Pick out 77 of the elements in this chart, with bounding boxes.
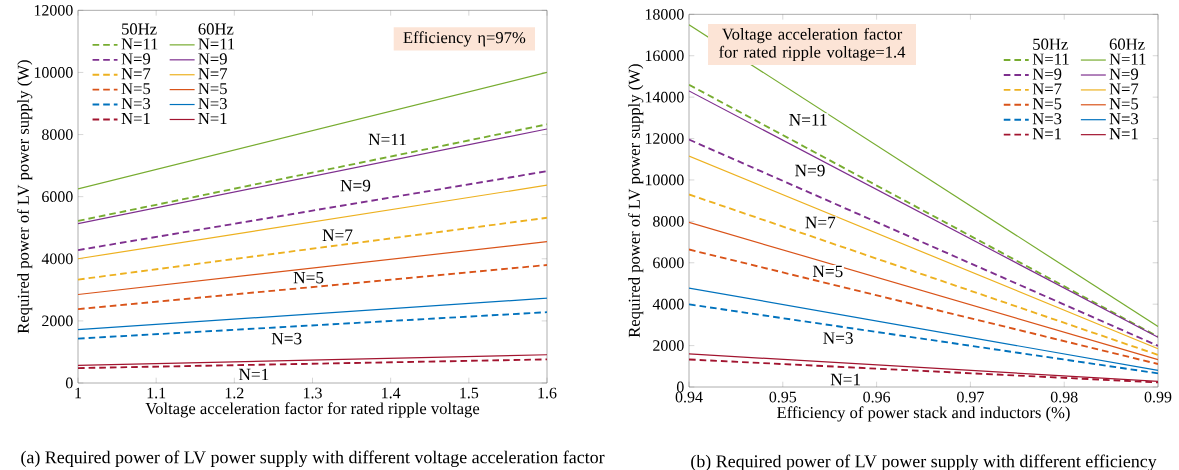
y-tick-label: 2000 (42, 315, 73, 327)
legend-label: N=5 (198, 83, 227, 95)
x-axis-title: Efficiency of power stack and inductors (%) (777, 406, 1070, 422)
y-tick-label: 8000 (42, 129, 73, 140)
annotation: N=9 (795, 164, 825, 177)
y-tick-label: 10000 (645, 174, 684, 186)
annotation: N=1 (238, 368, 269, 381)
legend-label: N=9 (121, 53, 151, 65)
x-tick-label: 1.5 (460, 387, 479, 399)
legend-label: N=11 (1032, 53, 1069, 65)
legend-label: N=5 (1032, 98, 1062, 110)
y-tick-label: 18000 (645, 8, 684, 20)
x-tick-label: 0.98 (1050, 391, 1078, 403)
y-axis-title: Required power of LV power supply (W) (17, 60, 33, 334)
y-tick-label: 4000 (41, 253, 73, 265)
x-tick-label: 0.94 (675, 391, 703, 403)
y-axis-title: Required power of LV power supply (W) (628, 64, 644, 338)
x-axis-title: Voltage acceleration factor for rated ripple voltage (145, 402, 480, 418)
y-tick-label: 6000 (42, 191, 73, 203)
y-tick-label: 8000 (653, 215, 684, 227)
legend-label: N=7 (198, 68, 228, 80)
legend-label: N=3 (198, 98, 227, 110)
legend-label: N=1 (121, 113, 150, 124)
legend-label: N=5 (1109, 98, 1139, 110)
legend-label: N=7 (121, 68, 151, 80)
annotation: N=11 (789, 114, 827, 126)
y-tick-label: 14000 (645, 91, 684, 103)
legend-label: N=11 (1109, 53, 1146, 65)
annotation: 50Hz (1033, 38, 1068, 50)
text: (a) Required power of LV power supply with different voltage acceleration factor (21, 450, 605, 468)
annotation: N=3 (271, 332, 302, 345)
legend-label: N=3 (121, 98, 151, 110)
annotation: N=9 (340, 179, 371, 192)
annotation: N=5 (812, 265, 843, 278)
legend-label: N=3 (1032, 113, 1062, 125)
legend-label: N=3 (1109, 113, 1139, 125)
y-tick-label: 6000 (653, 257, 684, 269)
y-tick-label: 16000 (645, 50, 684, 62)
legend-label: N=11 (198, 38, 235, 50)
legend-label: N=9 (1109, 68, 1139, 80)
annotation: N=7 (805, 216, 836, 229)
y-tick-label: 10000 (34, 67, 73, 78)
annotation: N=7 (322, 229, 353, 241)
y-tick-label: 2000 (653, 340, 684, 351)
legend-label: N=5 (121, 83, 151, 95)
legend-label: N=7 (1032, 83, 1062, 95)
legend-label: N=7 (1109, 83, 1139, 95)
y-tick-label: 0 (676, 381, 684, 393)
annotation: 60Hz (198, 23, 234, 35)
legend-label: N=1 (198, 113, 227, 124)
annotation: 50Hz (122, 23, 157, 35)
legend-label: N=9 (1032, 68, 1062, 80)
annotation: Efficiency η=97% (403, 31, 526, 47)
x-tick-label: 1.1 (147, 387, 166, 399)
y-tick-label: 12000 (645, 133, 684, 144)
y-tick-label: 12000 (34, 4, 73, 16)
x-tick-label: 1.4 (382, 387, 401, 399)
legend-label: N=11 (121, 38, 158, 50)
annotation: N=1 (830, 373, 861, 386)
annotation: N=3 (823, 332, 853, 344)
y-tick-label: 0 (65, 377, 73, 389)
x-tick-label: 0.99 (1144, 391, 1172, 403)
x-tick-label: 0.96 (863, 391, 891, 403)
x-tick-label: 1.3 (303, 387, 322, 399)
annotation: Voltage acceleration factor for rated ripple voltage=1.4 (719, 27, 906, 62)
x-tick-label: 0.95 (769, 391, 797, 403)
annotation: N=11 (368, 133, 406, 146)
x-tick-label: 1 (75, 387, 82, 399)
y-tick-label: 4000 (652, 298, 684, 310)
legend-label: N=9 (198, 53, 227, 65)
x-tick-label: 1.2 (225, 387, 244, 399)
x-tick-label: 1.6 (538, 387, 557, 399)
x-tick-label: 0.97 (957, 391, 984, 403)
annotation: N=5 (293, 271, 324, 284)
annotation: 60Hz (1109, 38, 1145, 50)
legend-label: N=1 (1109, 128, 1138, 140)
legend-label: N=1 (1032, 128, 1061, 140)
